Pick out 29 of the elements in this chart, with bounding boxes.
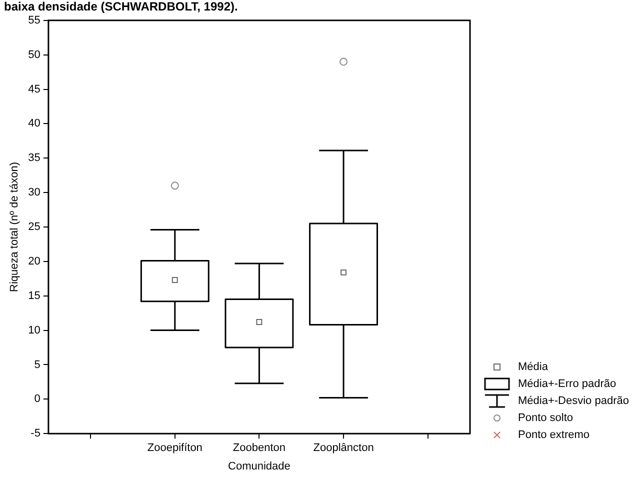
x-tick-label: Zooplâncton [313,442,374,454]
legend-label: Média [518,360,548,375]
y-tick-label: 10 [28,324,40,336]
x-tick-label: Zoobenton [232,442,286,454]
legend-label: Ponto extremo [518,428,590,443]
y-tick-label: 20 [28,255,40,268]
y-tick-label: 35 [28,152,40,164]
x-tick-label: Zooepifíton [147,442,202,454]
text: Média+-Desvio padrão [518,394,629,409]
y-tick-label: 25 [28,221,40,234]
point [256,319,262,326]
y-tick-label: 55 [28,14,40,26]
y-tick-label: 0 [34,393,40,406]
point [340,269,347,276]
point [170,182,179,190]
y-tick-label: 40 [28,118,40,130]
x-axis-title: Comunidade [228,460,290,472]
y-tick-label: 15 [28,290,40,302]
y-axis-title: Riqueza total (nº de táxon) [8,162,21,292]
chart-title: baixa densidade (SCHWARDBOLT, 1992). [4,0,238,14]
y-tick-label: 45 [28,83,40,96]
y-tick-label: 50 [28,48,40,61]
point [172,277,178,283]
legend-label: Média+-Erro padrão [518,376,616,392]
y-tick-label: 5 [34,358,40,371]
y-tick-label: 30 [28,186,40,199]
legend-label: Ponto solto [518,410,574,426]
y-tick-label: -5 [30,428,40,440]
point [340,58,348,66]
